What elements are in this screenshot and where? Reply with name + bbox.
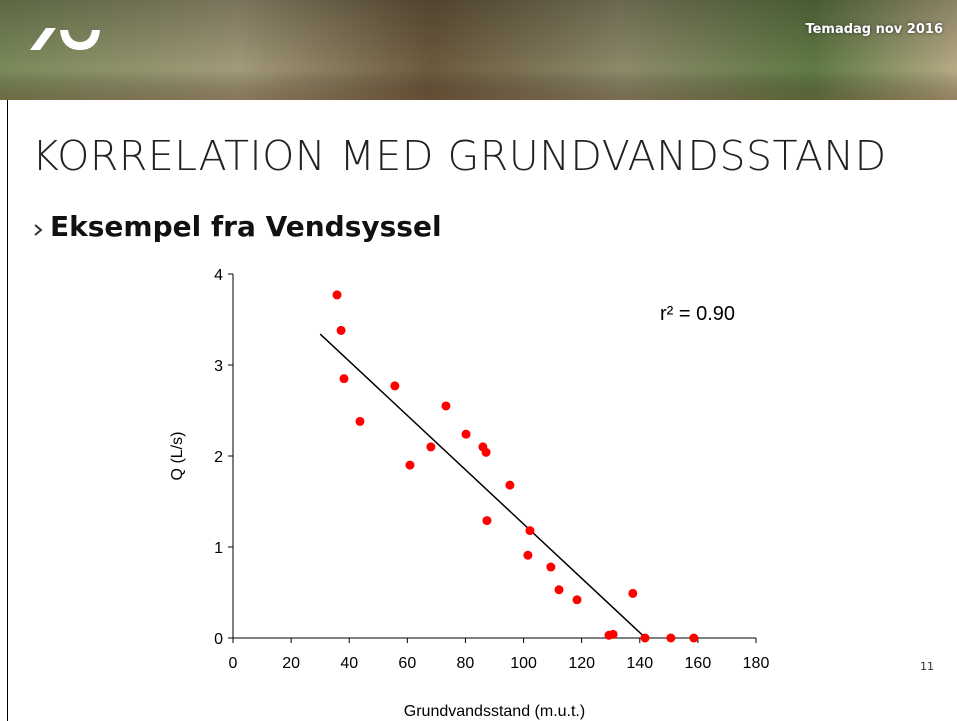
y-axis-label: Q (L/s) bbox=[169, 432, 186, 481]
x-tick-label: 80 bbox=[457, 655, 475, 672]
point bbox=[641, 634, 650, 643]
point bbox=[523, 551, 532, 560]
point bbox=[573, 595, 582, 604]
x-tick-label: 0 bbox=[229, 655, 238, 672]
annotation: r² = 0.90 bbox=[660, 303, 735, 325]
chart: 01234020406080100120140160180Grundvandss… bbox=[0, 0, 957, 721]
point bbox=[609, 630, 618, 639]
y-tick-label: 1 bbox=[214, 540, 223, 557]
y-tick-label: 3 bbox=[214, 358, 223, 375]
point bbox=[525, 526, 534, 535]
point bbox=[482, 516, 491, 525]
point bbox=[505, 481, 514, 490]
x-tick-label: 180 bbox=[743, 655, 770, 672]
y-tick-label: 2 bbox=[214, 449, 223, 466]
point bbox=[390, 381, 399, 390]
point bbox=[555, 585, 564, 594]
x-tick-label: 60 bbox=[398, 655, 416, 672]
point bbox=[546, 563, 555, 572]
point bbox=[405, 461, 414, 470]
x-tick-label: 160 bbox=[685, 655, 712, 672]
point bbox=[689, 634, 698, 643]
x-tick-label: 100 bbox=[510, 655, 537, 672]
point bbox=[355, 417, 364, 426]
point bbox=[426, 442, 435, 451]
point bbox=[482, 448, 491, 457]
x-tick-label: 20 bbox=[282, 655, 300, 672]
slide: {"header": {"event": "Temadag nov 2016"}… bbox=[0, 0, 957, 721]
trend-line bbox=[320, 334, 645, 638]
point bbox=[333, 290, 342, 299]
point bbox=[337, 326, 346, 335]
x-tick-label: 40 bbox=[340, 655, 358, 672]
x-tick-label: 140 bbox=[626, 655, 653, 672]
y-tick-label: 0 bbox=[214, 631, 223, 648]
point bbox=[441, 401, 450, 410]
point bbox=[462, 430, 471, 439]
point bbox=[339, 374, 348, 383]
point bbox=[666, 634, 675, 643]
x-axis-label: Grundvandsstand (m.u.t.) bbox=[404, 703, 585, 720]
x-tick-label: 120 bbox=[568, 655, 595, 672]
y-tick-label: 4 bbox=[214, 267, 223, 284]
point bbox=[628, 589, 637, 598]
